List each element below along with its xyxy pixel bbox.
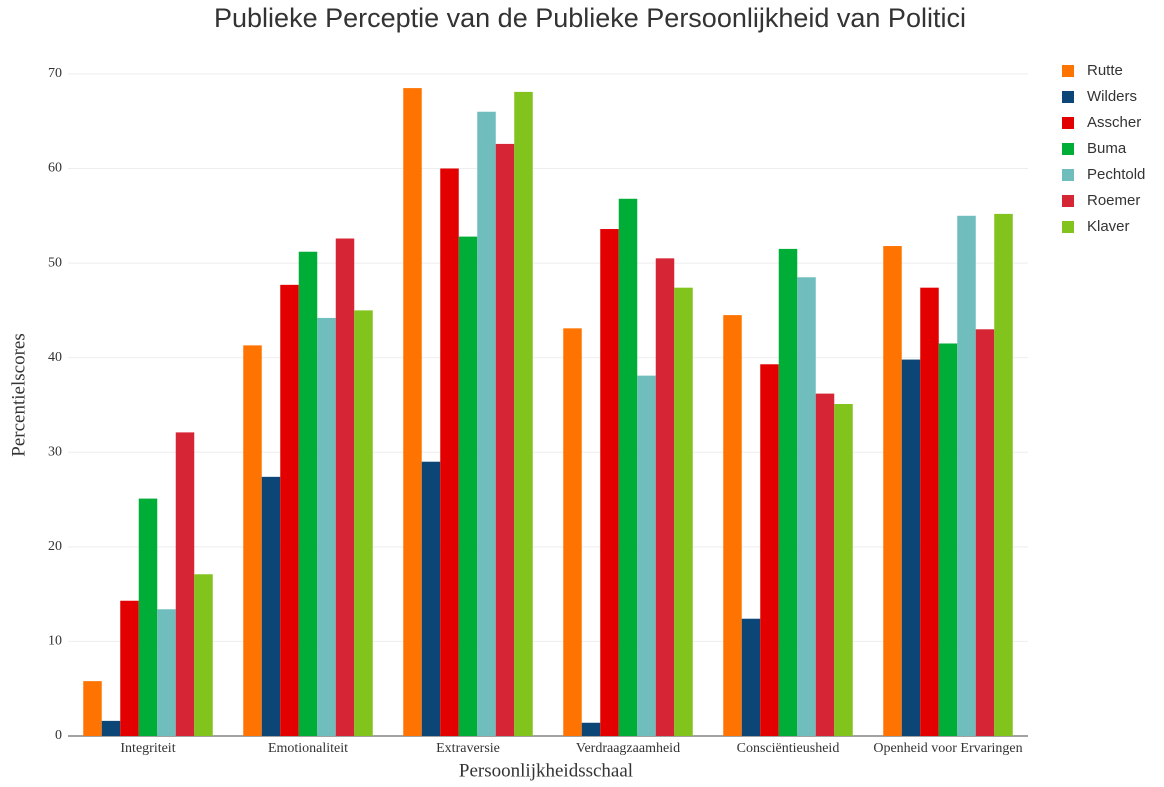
- bar: [741, 618, 761, 736]
- legend-swatch: [1062, 195, 1074, 207]
- bar: [495, 143, 515, 737]
- bar: [957, 215, 976, 736]
- bar: [477, 111, 496, 736]
- bar: [157, 609, 176, 736]
- y-tick-label: 0: [55, 728, 62, 743]
- bar: [138, 498, 158, 736]
- bar: [600, 229, 619, 737]
- bar: [618, 198, 638, 736]
- legend-swatch: [1062, 91, 1074, 103]
- bar: [723, 315, 742, 736]
- legend-swatch: [1062, 169, 1074, 181]
- bar: [317, 317, 336, 736]
- bar: [175, 432, 195, 736]
- legend-swatch: [1062, 117, 1074, 129]
- bar: [834, 404, 853, 736]
- bar: [261, 476, 281, 736]
- bar: [101, 720, 121, 736]
- bar: [778, 248, 798, 737]
- legend-swatch: [1062, 143, 1074, 155]
- chart-title: Publieke Perceptie van de Publieke Perso…: [214, 3, 966, 33]
- bar: [403, 88, 422, 736]
- bar: [760, 364, 779, 736]
- bar: [440, 168, 459, 736]
- bar: [938, 343, 958, 736]
- legend-swatch: [1062, 221, 1074, 233]
- x-tick-label: Consciëntieusheid: [737, 741, 840, 756]
- legend-label: Pechtold: [1087, 166, 1145, 183]
- x-tick-label: Openheid voor Ervaringen: [873, 741, 1022, 756]
- x-tick-label: Emotionaliteit: [268, 741, 348, 756]
- y-tick-label: 30: [48, 444, 62, 459]
- legend-label: Roemer: [1087, 192, 1140, 209]
- bar: [637, 375, 656, 736]
- bar: [354, 310, 373, 736]
- legend-label: Klaver: [1087, 218, 1130, 235]
- bar: [920, 287, 939, 736]
- y-tick-label: 50: [48, 255, 62, 270]
- bar: [280, 284, 299, 736]
- x-tick-label: Extraversie: [436, 741, 500, 756]
- bar: [797, 277, 816, 736]
- bar: [194, 574, 213, 736]
- bar: [581, 722, 601, 736]
- legend-label: Wilders: [1087, 88, 1137, 105]
- y-tick-label: 70: [48, 66, 62, 81]
- bar: [243, 345, 262, 736]
- bar: [883, 246, 902, 736]
- bar: [421, 461, 441, 736]
- legend-swatch: [1062, 65, 1074, 77]
- x-axis-title: Persoonlijkheidsschaal: [459, 760, 633, 781]
- x-tick-label: Verdraagzaamheid: [576, 741, 680, 756]
- bar: [975, 329, 995, 736]
- bar: [458, 236, 478, 736]
- legend-label: Asscher: [1087, 114, 1141, 131]
- bar: [298, 251, 318, 736]
- y-tick-label: 60: [48, 161, 62, 176]
- bar: [655, 258, 675, 736]
- bar: [901, 359, 921, 736]
- y-tick-label: 20: [48, 539, 62, 554]
- bar: [120, 600, 139, 736]
- y-tick-label: 10: [48, 634, 62, 649]
- bar: [514, 91, 533, 736]
- bar: [335, 238, 355, 736]
- x-tick-label: Integriteit: [120, 741, 175, 756]
- y-tick-label: 40: [48, 350, 62, 365]
- legend-label: Rutte: [1087, 62, 1123, 79]
- bar: [815, 393, 835, 736]
- legend-label: Buma: [1087, 140, 1127, 157]
- bar: [674, 287, 693, 736]
- y-axis-title: Percentielscores: [8, 333, 29, 456]
- bar: [563, 328, 582, 736]
- bar: [83, 681, 102, 736]
- bar: [994, 213, 1013, 736]
